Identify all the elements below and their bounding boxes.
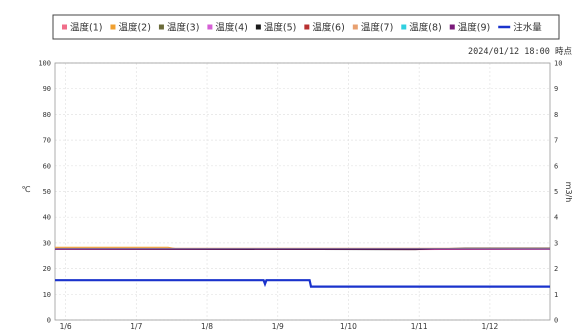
legend-label: 温度(5) bbox=[264, 22, 296, 34]
y-axis-right-title: m3/h bbox=[564, 182, 573, 203]
series-line bbox=[55, 279, 550, 288]
legend-swatch bbox=[449, 24, 455, 30]
x-axis: 1/6 1/7 1/8 1/9 1/10 1/11 1/12 bbox=[60, 322, 499, 331]
legend-label: 温度(3) bbox=[167, 22, 199, 34]
y-axis-left: 0 10 20 30 40 50 60 70 80 90 100 bbox=[38, 60, 51, 325]
legend-label: 温度(8) bbox=[409, 22, 441, 34]
y-left-tick-label: 50 bbox=[43, 188, 51, 196]
series-group bbox=[54, 246, 551, 288]
legend-swatch bbox=[304, 24, 310, 30]
legend-swatch bbox=[62, 24, 67, 30]
legend-swatch bbox=[158, 24, 164, 30]
y-right-tick-label: 6 bbox=[554, 162, 558, 170]
legend-label: 温度(4) bbox=[215, 22, 247, 34]
x-tick-label: 1/6 bbox=[60, 322, 72, 331]
y-left-tick-label: 70 bbox=[43, 137, 51, 145]
legend-swatch bbox=[110, 24, 116, 30]
y-left-tick-label: 80 bbox=[43, 111, 51, 119]
legend-label: 温度(2) bbox=[118, 22, 150, 34]
legend-label: 温度(1) bbox=[70, 22, 102, 34]
legend-label: 温度(9) bbox=[458, 22, 490, 34]
legend-swatch bbox=[207, 24, 213, 30]
y-left-tick-label: 30 bbox=[43, 239, 51, 247]
legend-label: 注水量 bbox=[513, 22, 542, 34]
x-tick-label: 1/11 bbox=[411, 322, 428, 331]
legend-label: 温度(7) bbox=[361, 22, 393, 34]
x-tick-label: 1/10 bbox=[340, 322, 357, 331]
y-right-tick-label: 5 bbox=[554, 188, 558, 196]
legend-swatch bbox=[401, 24, 407, 30]
y-left-tick-label: 90 bbox=[43, 85, 51, 93]
y-axis-left-title: ℃ bbox=[22, 185, 31, 194]
y-right-tick-label: 4 bbox=[554, 214, 558, 222]
y-left-tick-label: 10 bbox=[43, 291, 51, 299]
x-tick-label: 1/8 bbox=[201, 322, 213, 331]
legend-label: 温度(6) bbox=[312, 22, 344, 34]
y-right-tick-label: 0 bbox=[554, 317, 558, 325]
x-tick-label: 1/9 bbox=[272, 322, 284, 331]
y-right-tick-label: 9 bbox=[554, 85, 558, 93]
y-left-tick-label: 60 bbox=[43, 162, 51, 170]
y-right-tick-label: 7 bbox=[554, 137, 558, 145]
y-right-tick-label: 10 bbox=[554, 60, 562, 68]
y-left-tick-label: 20 bbox=[43, 265, 51, 273]
y-right-tick-label: 8 bbox=[554, 111, 558, 119]
legend-swatch bbox=[352, 24, 358, 30]
plot-frame bbox=[54, 62, 551, 321]
x-tick-label: 1/12 bbox=[481, 322, 498, 331]
y-left-tick-label: 100 bbox=[38, 60, 51, 68]
y-left-tick-label: 0 bbox=[47, 317, 51, 325]
y-left-tick-label: 40 bbox=[43, 214, 51, 222]
legend: 温度(1) 温度(2) 温度(3) 温度(4) 温度(5) 温度(6) 温度(7) 温度(8)… bbox=[52, 14, 560, 40]
y-right-tick-label: 1 bbox=[554, 291, 558, 299]
y-axis-right: 0 1 2 3 4 5 6 7 8 9 10 bbox=[554, 60, 562, 325]
x-tick-label: 1/7 bbox=[130, 322, 142, 331]
y-right-tick-label: 2 bbox=[554, 265, 558, 273]
y-right-tick-label: 3 bbox=[554, 239, 558, 247]
grid bbox=[55, 62, 550, 321]
legend-swatch bbox=[255, 24, 261, 30]
timestamp: 2024/01/12 18:00 時点 bbox=[468, 47, 572, 57]
